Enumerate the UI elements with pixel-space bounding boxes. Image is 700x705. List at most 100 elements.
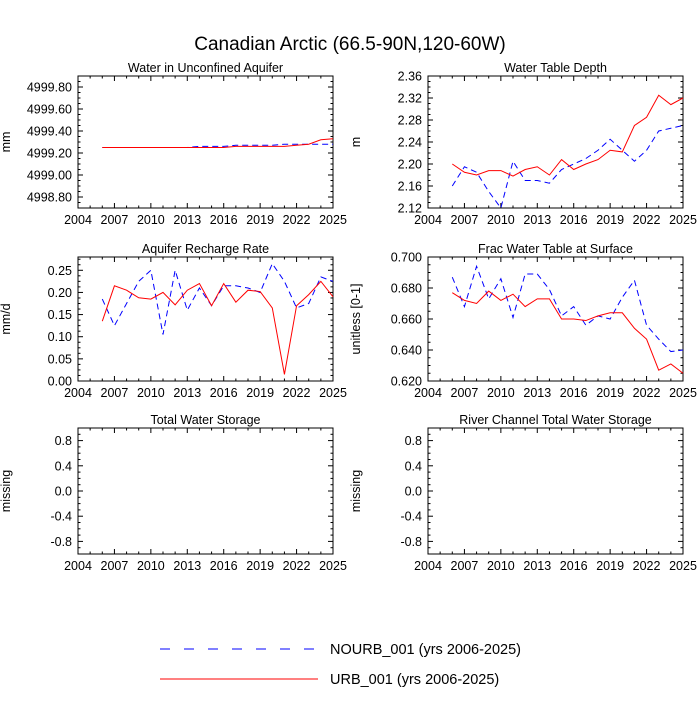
x-tick-label: 2016 <box>560 213 588 227</box>
x-tick-label: 2016 <box>560 386 588 400</box>
panel-title: Water Table Depth <box>504 61 607 75</box>
y-tick-label: 0.8 <box>55 434 72 448</box>
x-tick-label: 2004 <box>414 386 442 400</box>
x-tick-label: 2025 <box>319 386 347 400</box>
y-tick-label: 0.00 <box>48 375 72 389</box>
series-line-nourb_001 <box>101 262 334 335</box>
x-tick-label: 2007 <box>101 213 129 227</box>
x-tick-label: 2022 <box>283 386 311 400</box>
series-line-nourb_001 <box>451 264 684 353</box>
y-tick-label: 2.36 <box>398 70 422 84</box>
x-tick-label: 2007 <box>451 386 479 400</box>
chart-panel-6: River Channel Total Water Storage missing… <box>349 413 697 573</box>
y-axis-label: mm <box>0 132 13 153</box>
x-tick-label: 2013 <box>173 559 201 573</box>
x-tick-label: 2022 <box>633 386 661 400</box>
plot-frame <box>77 427 334 555</box>
y-tick-label: 0.640 <box>391 344 422 358</box>
y-tick-label: 4999.00 <box>27 169 72 183</box>
y-tick-label: 0.700 <box>391 251 422 265</box>
x-tick-label: 2007 <box>101 559 129 573</box>
x-tick-label: 2022 <box>633 213 661 227</box>
x-tick-label: 2013 <box>173 213 201 227</box>
figure-title: Canadian Arctic (66.5-90N,120-60W) <box>194 34 506 55</box>
y-tick-label: 0.25 <box>48 264 72 278</box>
panel-title: Frac Water Table at Surface <box>478 242 633 256</box>
y-tick-label: 4999.40 <box>27 125 72 139</box>
x-tick-label: 2025 <box>319 213 347 227</box>
x-tick-label: 2010 <box>487 386 515 400</box>
y-tick-label: 0.15 <box>48 308 72 322</box>
plot-frame <box>77 75 334 209</box>
chart-panel-1: Water in Unconfined Aquifer mm 2004 2007 201… <box>0 61 347 227</box>
legend-label-1: NOURB_001 (yrs 2006-2025) <box>330 642 521 658</box>
x-tick-label: 2010 <box>487 213 515 227</box>
x-tick-label: 2007 <box>101 386 129 400</box>
x-tick-label: 2016 <box>560 559 588 573</box>
y-axis-label: mm/d <box>0 303 13 334</box>
x-tick-label: 2016 <box>210 386 238 400</box>
y-tick-label: 0.680 <box>391 282 422 296</box>
x-tick-label: 2004 <box>64 559 92 573</box>
x-tick-label: 2007 <box>451 559 479 573</box>
x-tick-label: 2013 <box>523 559 551 573</box>
y-tick-label: 2.12 <box>398 202 422 216</box>
chart-panel-5: Total Water Storage missing 2004 2007 2010 20… <box>0 413 347 573</box>
y-tick-label: 4998.80 <box>27 191 72 205</box>
x-tick-label: 2022 <box>283 213 311 227</box>
panel-title: Water in Unconfined Aquifer <box>128 61 283 75</box>
x-tick-label: 2004 <box>414 213 442 227</box>
x-tick-label: 2013 <box>173 386 201 400</box>
x-tick-label: 2022 <box>283 559 311 573</box>
y-tick-label: 0.05 <box>48 352 72 366</box>
x-tick-label: 2013 <box>523 386 551 400</box>
legend-label-2: URB_001 (yrs 2006-2025) <box>330 672 499 688</box>
y-tick-label: -0.4 <box>50 510 72 524</box>
y-tick-label: 0.0 <box>405 485 422 499</box>
y-tick-label: 0.8 <box>405 434 422 448</box>
y-axis-label: unitless [0-1] <box>349 284 363 355</box>
y-tick-label: -0.8 <box>50 535 72 549</box>
x-tick-label: 2025 <box>669 386 697 400</box>
x-tick-label: 2004 <box>64 213 92 227</box>
plot-frame <box>427 75 684 209</box>
x-tick-label: 2004 <box>414 559 442 573</box>
panel-title: Total Water Storage <box>150 413 260 427</box>
y-tick-label: 2.32 <box>398 92 422 106</box>
y-tick-label: 2.28 <box>398 114 422 128</box>
x-tick-label: 2010 <box>137 559 165 573</box>
y-tick-label: 2.20 <box>398 158 422 172</box>
y-tick-label: 0.4 <box>55 459 72 473</box>
y-tick-label: 0.4 <box>405 459 422 473</box>
x-tick-label: 2010 <box>137 213 165 227</box>
x-tick-label: 2019 <box>596 386 624 400</box>
y-tick-label: 0.660 <box>391 313 422 327</box>
x-tick-label: 2022 <box>633 559 661 573</box>
y-axis-label: m <box>349 137 363 147</box>
x-tick-label: 2025 <box>669 559 697 573</box>
panels: Water in Unconfined Aquifer mm 2004 2007 201… <box>0 61 697 573</box>
x-tick-label: 2019 <box>246 213 274 227</box>
y-tick-label: 2.24 <box>398 136 422 150</box>
x-tick-label: 2013 <box>523 213 551 227</box>
y-tick-label: -0.4 <box>400 510 422 524</box>
x-tick-label: 2016 <box>210 559 238 573</box>
x-tick-label: 2019 <box>246 559 274 573</box>
x-tick-label: 2016 <box>210 213 238 227</box>
panel-title: River Channel Total Water Storage <box>459 413 652 427</box>
x-tick-label: 2025 <box>319 559 347 573</box>
y-tick-label: 0.0 <box>55 485 72 499</box>
x-tick-label: 2010 <box>137 386 165 400</box>
x-tick-label: 2019 <box>246 386 274 400</box>
series-line-urb_001 <box>102 138 334 148</box>
x-tick-label: 2010 <box>487 559 515 573</box>
y-tick-label: 4999.60 <box>27 103 72 117</box>
y-tick-label: 4999.20 <box>27 147 72 161</box>
y-tick-label: 0.620 <box>391 375 422 389</box>
series-line-urb_001 <box>101 280 334 375</box>
y-tick-label: 0.20 <box>48 286 72 300</box>
chart-panel-3: Aquifer Recharge Rate mm/d 2004 2007 2010 201… <box>0 242 347 400</box>
x-tick-label: 2025 <box>669 213 697 227</box>
